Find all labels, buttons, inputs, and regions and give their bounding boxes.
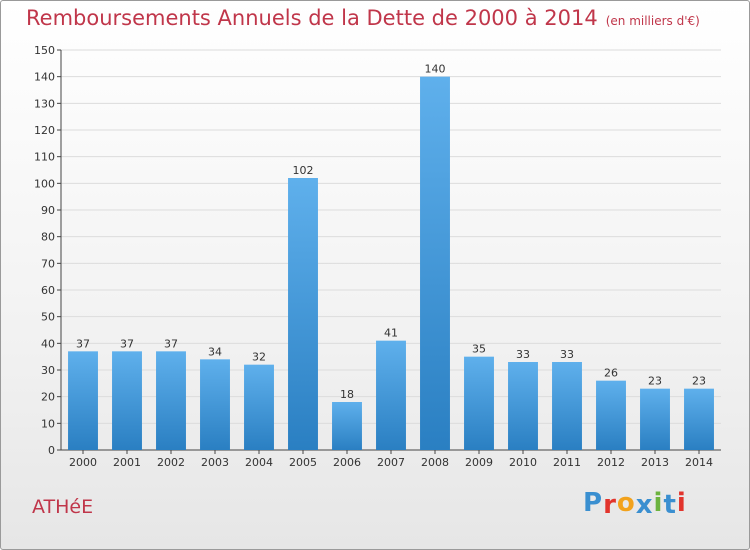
data-label: 32 <box>252 351 266 364</box>
y-tick-label: 50 <box>41 311 55 324</box>
bar <box>464 356 494 450</box>
data-label: 26 <box>604 367 618 380</box>
logo-letter: P <box>583 488 604 518</box>
bar <box>200 359 230 450</box>
logo-letter: i <box>676 488 687 518</box>
x-tick-label: 2003 <box>201 456 229 469</box>
y-tick-label: 30 <box>41 364 55 377</box>
data-label: 33 <box>516 348 530 361</box>
bar <box>684 388 714 450</box>
bar <box>156 351 186 450</box>
x-tick-label: 2009 <box>465 456 493 469</box>
data-label: 37 <box>120 337 134 350</box>
x-tick-label: 2000 <box>69 456 97 469</box>
x-tick-label: 2001 <box>113 456 141 469</box>
proxiti-logo: Proxiti <box>583 488 687 520</box>
chart-subtitle: (en milliers d'€) <box>605 14 700 28</box>
y-tick-label: 0 <box>48 444 55 457</box>
x-tick-label: 2013 <box>641 456 669 469</box>
bar <box>376 340 406 450</box>
y-tick-label: 100 <box>34 177 55 190</box>
bar <box>112 351 142 450</box>
data-label: 102 <box>293 164 314 177</box>
x-tick-label: 2008 <box>421 456 449 469</box>
y-tick-label: 70 <box>41 257 55 270</box>
data-label: 18 <box>340 388 354 401</box>
y-tick-label: 120 <box>34 124 55 137</box>
commune-name: ATHéE <box>32 496 94 518</box>
x-tick-label: 2006 <box>333 456 361 469</box>
x-tick-label: 2004 <box>245 456 273 469</box>
y-tick-label: 90 <box>41 204 55 217</box>
chart-title-text: Remboursements Annuels de la Dette de 20… <box>26 6 598 30</box>
bar <box>640 388 670 450</box>
bar <box>332 402 362 450</box>
bar <box>288 178 318 450</box>
data-label: 33 <box>560 348 574 361</box>
data-label: 23 <box>648 375 662 388</box>
y-tick-label: 60 <box>41 284 55 297</box>
y-tick-label: 140 <box>34 71 55 84</box>
y-tick-label: 150 <box>34 44 55 57</box>
bar <box>68 351 98 450</box>
bar <box>552 362 582 450</box>
logo-letter: x <box>635 490 654 520</box>
data-label: 37 <box>164 337 178 350</box>
x-tick-label: 2007 <box>377 456 405 469</box>
x-tick-label: 2005 <box>289 456 317 469</box>
y-tick-label: 20 <box>41 391 55 404</box>
data-label: 35 <box>472 343 486 356</box>
x-tick-label: 2011 <box>553 456 581 469</box>
y-tick-label: 40 <box>41 337 55 350</box>
bar <box>508 362 538 450</box>
y-tick-label: 110 <box>34 151 55 164</box>
data-label: 23 <box>692 375 706 388</box>
x-tick-label: 2012 <box>597 456 625 469</box>
logo-letter: t <box>663 490 677 520</box>
x-tick-label: 2010 <box>509 456 537 469</box>
bar <box>596 380 626 450</box>
logo-letter: o <box>616 488 636 518</box>
bar <box>244 364 274 450</box>
logo-letter: r <box>603 490 617 520</box>
data-label: 140 <box>425 63 446 76</box>
data-label: 41 <box>384 327 398 340</box>
y-tick-label: 130 <box>34 97 55 110</box>
data-label: 34 <box>208 345 222 358</box>
x-tick-label: 2014 <box>685 456 713 469</box>
y-tick-label: 80 <box>41 231 55 244</box>
chart-title: Remboursements Annuels de la Dette de 20… <box>26 6 700 30</box>
x-tick-label: 2002 <box>157 456 185 469</box>
bar <box>420 76 450 451</box>
logo-letter: i <box>653 488 664 518</box>
data-label: 37 <box>76 337 90 350</box>
y-tick-label: 10 <box>41 417 55 430</box>
